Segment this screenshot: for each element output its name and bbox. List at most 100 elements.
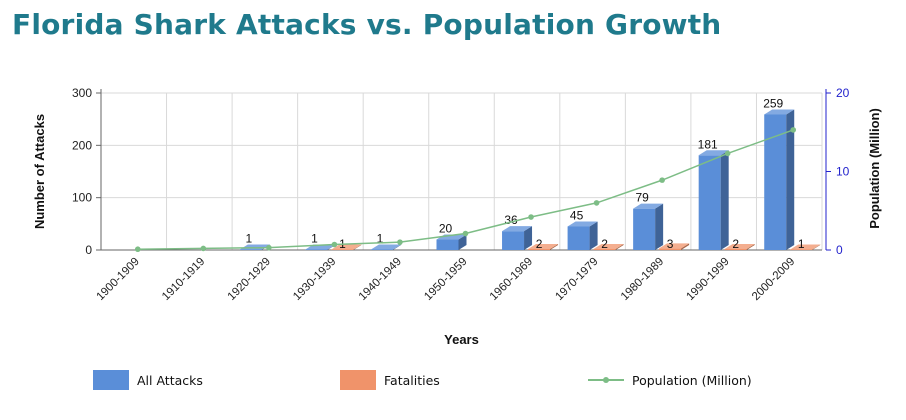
x-tick-label: 1900-1909 [95,256,142,303]
fatalities-bar[interactable] [659,243,690,250]
attacks-data-label: 181 [698,137,718,151]
bar-top [698,150,729,156]
bar-top [659,243,690,249]
legend-item-all-attacks[interactable]: All Attacks [93,366,203,394]
attacks-data-label: 1 [377,231,384,245]
bar-side [681,243,690,250]
x-tick-label: 1910-1919 [160,256,207,303]
bar-side [353,244,362,250]
y2-tick-label: 20 [836,86,850,100]
x-tick-label: 2000-2009 [750,256,797,303]
fatalities-data-label: 2 [536,237,543,251]
bar-front [239,249,262,250]
x-tick-label: 1980-1989 [619,256,666,303]
x-tick-label: 1930-1939 [291,256,338,303]
fatalities-data-label: 1 [798,237,805,251]
bar-front [370,249,393,250]
y-tick-label: 100 [72,191,92,205]
bar-front [436,239,459,250]
bar-side [746,243,755,250]
fatalities-bar[interactable] [724,243,755,250]
population-point [331,241,338,248]
population-point [724,150,731,157]
bar-top [633,203,664,209]
attacks-data-label: 45 [570,208,584,222]
population-point [266,244,272,251]
legend-label-fatalities: Fatalities [384,372,440,388]
y-tick-label: 0 [85,243,92,257]
population-point [462,230,469,237]
fatalities-data-label: 3 [667,237,674,251]
population-point [200,245,207,252]
bar-front [502,231,525,250]
y-tick-label: 300 [72,86,92,100]
population-point [134,246,141,253]
bar-top [567,221,598,227]
x-tick-label: 1960-1969 [488,256,535,303]
chart-title: Florida Shark Attacks vs. Population Gro… [12,8,722,41]
bar-front [528,248,551,250]
bar-front [659,248,682,250]
bar-front [331,249,354,250]
fatalities-bar[interactable] [331,244,362,250]
legend-item-fatalities[interactable]: Fatalities [340,366,440,394]
attacks-data-label: 79 [635,191,649,205]
attacks-bar[interactable] [370,244,401,250]
attacks-bar[interactable] [698,150,729,250]
bar-top [502,226,533,232]
population-point [528,214,534,220]
x-tick-label: 1990-1999 [684,256,731,303]
legend-swatch-all-attacks [93,370,129,390]
fatalities-data-label: 2 [732,237,739,251]
bar-top [724,243,755,249]
legend-label-all-attacks: All Attacks [137,372,203,388]
y2-axis-title: Population (Million) [867,108,882,229]
attacks-bar[interactable] [502,226,533,250]
y2-tick-label: 0 [836,243,843,257]
bar-front [593,248,616,250]
bar-side [786,109,795,250]
bar-side [589,221,598,250]
bar-front [790,249,813,250]
bar-top [331,244,362,250]
bar-top [790,244,821,250]
attacks-data-label: 20 [439,222,453,236]
bar-top [528,243,559,249]
attacks-data-label: 36 [504,213,518,227]
fatalities-bar[interactable] [790,244,821,250]
attacks-data-label: 259 [763,96,783,110]
attacks-bar[interactable] [633,203,664,250]
bar-top [764,109,795,115]
bar-front [633,208,656,250]
bar-top [370,244,401,250]
bar-side [458,234,467,250]
x-tick-label: 1920-1929 [226,256,273,303]
legend-swatch-population [588,370,624,390]
fatalities-bar[interactable] [528,243,559,250]
y2-tick-label: 10 [836,165,850,179]
population-point [790,127,797,133]
bar-side [615,243,624,250]
bar-side [524,226,533,250]
x-tick-label: 1940-1949 [357,256,404,303]
bar-side [655,203,664,250]
legend-label-population: Population (Million) [632,372,752,388]
bar-top [593,243,624,249]
fatalities-bar[interactable] [593,243,624,250]
attacks-bar[interactable] [764,109,795,250]
legend-item-population[interactable]: Population (Million) [588,366,752,394]
bar-side [812,244,821,250]
population-point [397,239,403,245]
legend-swatch-fatalities [340,370,376,390]
chart-legend: All Attacks Fatalities Population (Milli… [0,366,906,396]
fatalities-data-label: 2 [601,237,608,251]
population-point [593,200,600,206]
bar-front [567,226,590,250]
attacks-bar[interactable] [567,221,598,250]
x-tick-label: 1950-1959 [422,256,469,303]
bar-side [550,243,559,250]
population-point [659,177,665,183]
bar-front [724,248,747,250]
bar-front [698,155,721,250]
